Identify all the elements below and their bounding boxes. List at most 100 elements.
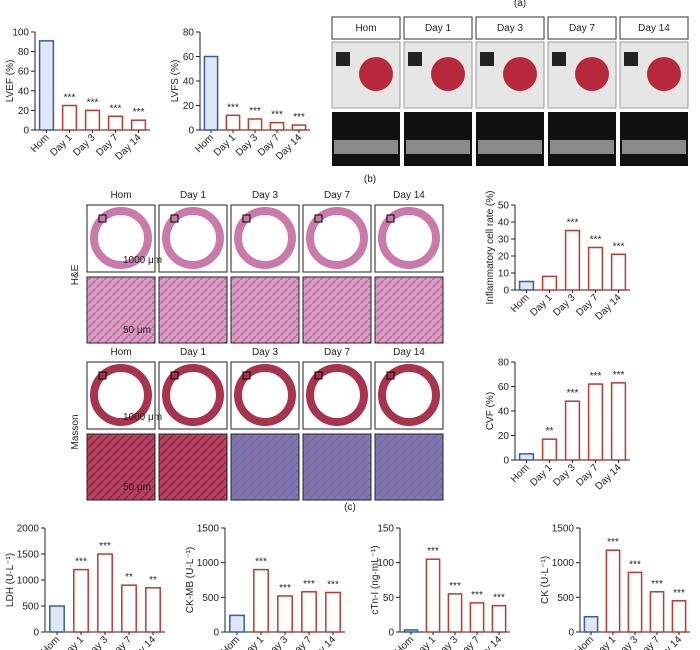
y-tick-label: 40 — [183, 77, 195, 88]
y-tick-label: 50 — [498, 201, 510, 212]
y-tick-label: 0 — [23, 126, 29, 137]
x-tick-label: Hom — [393, 634, 416, 650]
section-image — [374, 204, 444, 273]
bar — [583, 615, 599, 633]
column-label: Hom — [110, 190, 131, 201]
y-tick-label: 1000 — [552, 558, 575, 569]
y-tick-label: 20 — [498, 431, 510, 442]
y-axis-label: Inflammatory cell rate (%) — [485, 191, 496, 305]
y-tick-label: 30 — [498, 235, 510, 246]
column-label: Day 14 — [393, 347, 425, 358]
bar — [541, 438, 558, 461]
significance-label: *** — [590, 235, 602, 246]
significance-label: *** — [567, 388, 579, 399]
bar — [291, 124, 307, 131]
panel-label: (c) — [344, 502, 356, 513]
x-tick-label: Day 7 — [288, 634, 315, 650]
y-tick-label: 1000 — [17, 576, 40, 587]
y-tick-label: 0 — [568, 628, 574, 639]
scale-bar-label: 1000 μm — [123, 412, 162, 423]
y-tick-label: 1500 — [552, 524, 575, 535]
header-box — [403, 16, 473, 40]
x-tick-label: Day 3 — [264, 634, 291, 650]
column-label: Day 3 — [252, 347, 279, 358]
bar — [325, 591, 341, 633]
heart-section — [234, 364, 296, 426]
echo-band — [622, 140, 686, 154]
bar — [107, 115, 124, 131]
y-tick-label: 1000 — [197, 558, 220, 569]
marker — [170, 214, 179, 223]
y-tick-label: 80 — [498, 358, 510, 369]
marker — [170, 371, 179, 380]
header-box — [547, 16, 617, 40]
bar — [610, 382, 627, 461]
y-tick-label: 80 — [183, 28, 195, 39]
significance-label: ** — [125, 572, 133, 583]
marker — [386, 214, 395, 223]
x-tick-label: Hom — [39, 634, 62, 650]
echo-image — [548, 112, 616, 166]
x-tick-label: Hom — [219, 634, 242, 650]
y-axis-label: LVFS (%) — [170, 60, 181, 103]
row-label: Masson — [70, 414, 81, 449]
column-label: Day 1 — [180, 190, 207, 201]
micro-image — [302, 433, 372, 501]
x-tick-label: Day 1 — [60, 634, 87, 650]
bar — [121, 584, 137, 633]
significance-label: *** — [613, 370, 625, 381]
marker — [98, 214, 107, 223]
section-image — [374, 361, 444, 430]
y-tick-label: 0 — [188, 126, 194, 137]
heart-section — [306, 207, 368, 269]
x-tick-label: Day 1 — [528, 292, 555, 319]
bar — [587, 246, 604, 291]
column-label: Day 1 — [425, 23, 452, 34]
x-tick-label: Day 14 — [593, 292, 623, 322]
column-label: Day 7 — [569, 23, 596, 34]
marker — [242, 214, 251, 223]
micro-image — [302, 276, 372, 344]
y-tick-label: 60 — [183, 52, 195, 63]
significance-label: *** — [293, 112, 305, 123]
x-tick-label: Day 3 — [551, 462, 578, 489]
y-tick-label: 500 — [202, 593, 219, 604]
column-label: Day 3 — [252, 190, 279, 201]
x-tick-label: Hom — [573, 634, 596, 650]
significance-label: *** — [279, 583, 291, 594]
y-tick-label: 40 — [18, 86, 30, 97]
section-image — [86, 361, 156, 430]
heart — [431, 57, 465, 91]
header-box — [475, 16, 545, 40]
y-tick-label: 500 — [22, 602, 39, 613]
y-tick-label: 40 — [498, 407, 510, 418]
x-tick-label: Day 7 — [108, 634, 135, 650]
section-image — [158, 361, 228, 430]
significance-label: *** — [87, 97, 99, 108]
bar — [627, 571, 643, 633]
row-label: H&E — [70, 264, 81, 285]
y-tick-label: 0 — [388, 628, 394, 639]
y-axis-label: cTn-I (ng·mL⁻¹) — [370, 545, 381, 614]
significance-label: *** — [271, 110, 283, 121]
bar — [203, 55, 219, 131]
bar — [38, 40, 55, 131]
heart-section — [90, 207, 152, 269]
bar — [97, 553, 113, 633]
bar — [649, 591, 665, 633]
section-image — [86, 204, 156, 273]
y-tick-label: 10 — [498, 269, 510, 280]
significance-label: *** — [133, 107, 145, 118]
bar — [145, 587, 161, 633]
y-tick-label: 0 — [213, 628, 219, 639]
heart-section — [162, 364, 224, 426]
y-tick-label: 0 — [503, 456, 509, 467]
bar — [447, 593, 463, 633]
bar — [49, 605, 65, 633]
column-label: Hom — [355, 23, 376, 34]
y-tick-label: 150 — [377, 524, 394, 535]
tag — [408, 52, 422, 66]
heart-section — [162, 207, 224, 269]
bar — [671, 600, 687, 633]
